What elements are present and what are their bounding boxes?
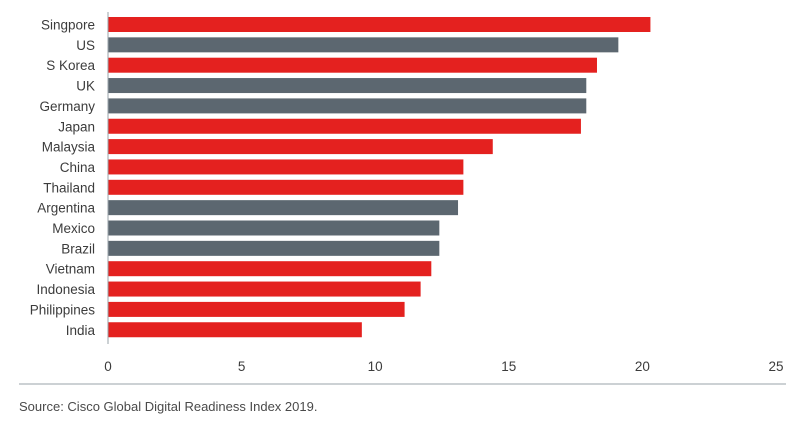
- bar-india: [108, 322, 362, 338]
- category-label-germany: Germany: [39, 99, 95, 114]
- bar-germany: [108, 98, 587, 114]
- category-label-japan: Japan: [58, 119, 95, 134]
- category-label-s-korea: S Korea: [46, 58, 95, 73]
- x-tick-label-5: 5: [238, 359, 246, 374]
- bar-argentina: [108, 200, 459, 216]
- bar-us: [108, 37, 619, 53]
- category-label-singpore: Singpore: [41, 18, 95, 33]
- bar-japan: [108, 118, 581, 134]
- bar-philippines: [108, 301, 405, 317]
- x-tick-label-25: 25: [768, 359, 783, 374]
- source-note: Source: Cisco Global Digital Readiness I…: [19, 399, 318, 414]
- bar-indonesia: [108, 281, 421, 297]
- category-label-mexico: Mexico: [52, 221, 95, 236]
- category-label-us: US: [76, 38, 95, 53]
- category-label-china: China: [60, 160, 96, 175]
- x-axis-ticks: 0 5 10 15 20 25: [104, 359, 783, 374]
- x-tick-label-0: 0: [104, 359, 112, 374]
- category-label-malaysia: Malaysia: [42, 140, 96, 155]
- bars-layer: [108, 17, 651, 338]
- category-label-philippines: Philippines: [30, 302, 96, 317]
- bar-s-korea: [108, 57, 597, 73]
- bar-uk: [108, 78, 587, 94]
- bar-malaysia: [108, 139, 493, 155]
- category-label-argentina: Argentina: [37, 201, 95, 216]
- bar-vietnam: [108, 261, 432, 277]
- bar-mexico: [108, 220, 440, 236]
- bar-chart: Singpore US S Korea UK Germany Japan Malaysia C…: [19, 12, 786, 385]
- category-label-uk: UK: [76, 79, 95, 94]
- bar-thailand: [108, 179, 464, 195]
- category-label-thailand: Thailand: [43, 180, 95, 195]
- bar-brazil: [108, 240, 440, 256]
- category-label-vietnam: Vietnam: [46, 262, 95, 277]
- category-label-india: India: [66, 323, 96, 338]
- category-labels: Singpore US S Korea UK Germany Japan Malaysia C…: [30, 18, 96, 338]
- x-tick-label-20: 20: [635, 359, 650, 374]
- category-label-brazil: Brazil: [61, 241, 95, 256]
- bar-singpore: [108, 17, 651, 32]
- bar-china: [108, 159, 464, 175]
- x-tick-label-15: 15: [501, 359, 516, 374]
- category-label-indonesia: Indonesia: [36, 282, 95, 297]
- x-tick-label-10: 10: [368, 359, 383, 374]
